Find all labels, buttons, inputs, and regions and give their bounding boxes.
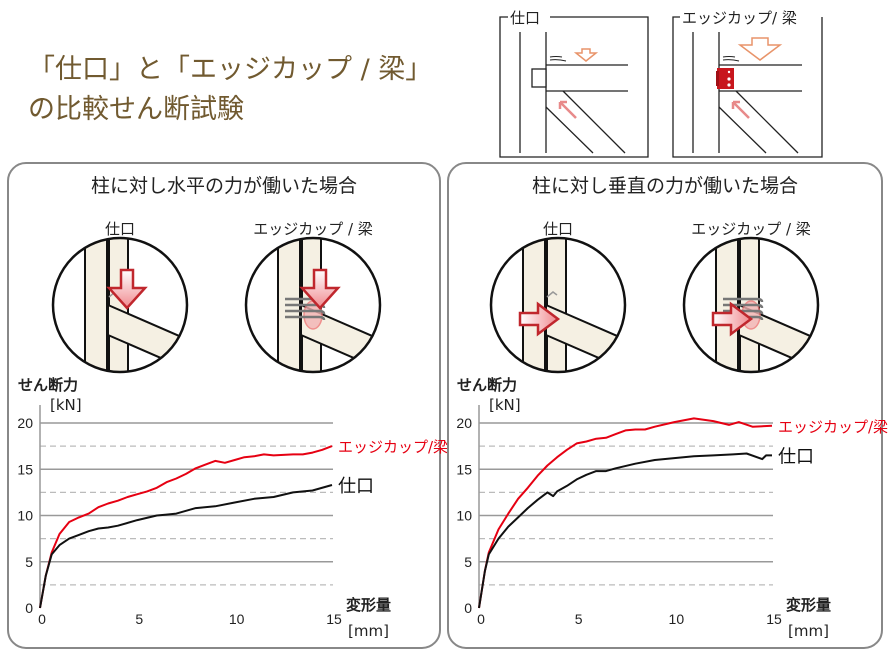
- chart-horizontal-force: 0 5 10 15 20 0 5 10 15 せん断力 [kN] 変形量 [mm] エッジカップ/梁仕口: [17, 376, 448, 640]
- column: [546, 238, 567, 372]
- y-axis-unit: [kN]: [489, 396, 521, 414]
- edge-cup-hardware-icon: [716, 68, 734, 89]
- x-tick-label: 0: [38, 611, 46, 627]
- series-label: エッジカップ/梁: [778, 418, 888, 436]
- joint-diagram-edgecup: [682, 236, 820, 374]
- y-tick-label: 20: [17, 415, 33, 431]
- y-tick-label: 5: [464, 554, 472, 570]
- y-tick-label: 0: [25, 600, 33, 616]
- series-label: エッジカップ/梁: [338, 438, 448, 456]
- x-axis-unit: [mm]: [348, 622, 389, 640]
- diagram-label-edgecup: エッジカップ / 梁: [691, 220, 811, 238]
- top-diagram-edgecup: エッジカップ/ 梁: [672, 8, 823, 158]
- force-arrow-down-icon: [106, 268, 148, 310]
- chart-vertical-force: 0 5 10 15 20 0 5 10 15 せん断力 [kN] 変形量 [mm] エッジカップ/梁仕口: [456, 376, 888, 640]
- panel-title: 柱に対し垂直の力が働いた場合: [532, 175, 798, 197]
- y-tick-label: 5: [25, 554, 33, 570]
- x-tick-label: 0: [477, 611, 485, 627]
- x-axis-label: 変形量: [346, 596, 391, 614]
- column: [84, 238, 108, 372]
- y-axis-label: せん断力: [457, 376, 517, 394]
- force-arrow-right-icon: [711, 301, 754, 337]
- panel-horizontal-force: 柱に対し水平の力が働いた場合 仕口 エッジカップ / 梁 0 5 10 15 20 0 5 1…: [7, 162, 448, 649]
- top-diagram-label: 仕口: [510, 9, 540, 27]
- y-axis-unit: [kN]: [50, 396, 82, 414]
- x-tick-label: 15: [766, 611, 782, 627]
- reaction-arrow-icon: [731, 100, 750, 119]
- series-label: 仕口: [338, 476, 374, 497]
- series-label: 仕口: [778, 446, 814, 467]
- diagram-label-shiguchi: 仕口: [105, 220, 135, 238]
- load-arrow-icon: [737, 37, 783, 61]
- x-tick-label: 5: [135, 611, 143, 627]
- page-title-line2: の比較せん断試験: [28, 94, 244, 125]
- x-tick-label: 10: [669, 611, 685, 627]
- series-line: [478, 417, 773, 609]
- x-tick-label: 15: [326, 611, 342, 627]
- series-line: [478, 452, 772, 609]
- y-tick-label: 15: [17, 461, 33, 477]
- x-tick-label: 5: [575, 611, 583, 627]
- detail-circle: [244, 236, 382, 374]
- diagram-label-edgecup: エッジカップ / 梁: [253, 220, 373, 238]
- load-arrow-icon: [573, 48, 599, 62]
- diagram-label-shiguchi: 仕口: [543, 220, 573, 238]
- force-arrow-down-icon: [299, 268, 341, 310]
- panel-vertical-force: 柱に対し垂直の力が働いた場合 仕口 エッジカップ / 梁 0 5 10 15 20 0 5 1…: [447, 162, 888, 649]
- column: [522, 238, 546, 372]
- y-tick-label: 10: [456, 508, 472, 524]
- force-arrow-right-icon: [518, 301, 561, 337]
- detail-circle: [682, 236, 820, 374]
- y-axis-label: せん断力: [18, 376, 78, 394]
- series-line: [39, 484, 333, 609]
- x-axis-unit: [mm]: [788, 622, 829, 640]
- y-tick-label: 15: [456, 461, 472, 477]
- top-diagram-shiguchi: 仕口: [499, 9, 649, 158]
- y-tick-label: 10: [17, 508, 33, 524]
- detail-circle: [489, 236, 627, 374]
- x-tick-label: 10: [229, 611, 245, 627]
- panel-title: 柱に対し水平の力が働いた場合: [91, 175, 357, 197]
- x-axis-label: 変形量: [786, 596, 831, 614]
- detail-circle: [51, 236, 189, 374]
- page-title-line1: 「仕口」と「エッジカップ / 梁」: [28, 54, 432, 85]
- top-diagram-label: エッジカップ/ 梁: [682, 9, 797, 27]
- series-line: [39, 445, 333, 609]
- y-tick-label: 20: [456, 415, 472, 431]
- y-tick-label: 0: [464, 600, 472, 616]
- reaction-arrow-icon: [558, 100, 577, 119]
